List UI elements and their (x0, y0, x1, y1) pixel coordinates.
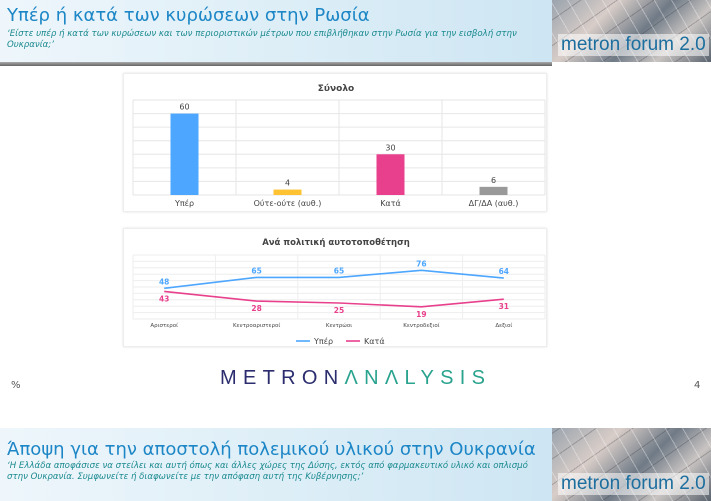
bar-2 (376, 154, 405, 195)
data-label: 31 (499, 302, 509, 311)
logo-text-analysis: ΛNΛLYSIS (344, 367, 492, 389)
slide-title: Υπέρ ή κατά των κυρώσεων στην Ρωσία (7, 5, 370, 26)
data-label: 43 (159, 294, 169, 303)
data-label: 65 (334, 266, 344, 275)
page-number: 4 (694, 380, 701, 391)
banner-brand: metron forum 2.0 (558, 34, 709, 56)
next-slide-title: Άποψη για την αποστολή πολεμικού υλικού … (7, 439, 536, 460)
metron-analysis-logo: METRONΛNΛLYSIS (220, 367, 491, 390)
slide-question: ‘Είστε υπέρ ή κατά των κυρώσεων και των … (7, 29, 517, 50)
metron-forum-banner-image: metron forum 2.0 (552, 428, 711, 501)
data-label: 60 (179, 103, 189, 112)
next-slide-header: Άποψη για την αποστολή πολεμικού υλικού … (0, 428, 711, 501)
data-label: 25 (334, 306, 344, 315)
bar-0 (170, 113, 199, 195)
bar-3 (479, 186, 508, 195)
category-label: Κεντροαριστεροί (233, 322, 280, 329)
data-label: 30 (385, 143, 395, 152)
chart-title: Σύνολο (318, 84, 354, 94)
data-label: 65 (251, 266, 261, 275)
banner-brand: metron forum 2.0 (558, 473, 709, 495)
data-label: 64 (499, 267, 509, 276)
slide-header: Υπέρ ή κατά των κυρώσεων στην Ρωσία ‘Είσ… (0, 0, 711, 62)
category-label: Κατά (380, 199, 401, 208)
category-label: Ούτε-ούτε (αυθ.) (254, 198, 322, 208)
chart-title: Ανά πολιτική αυτοτοποθέτηση (262, 237, 410, 248)
bar-chart-panel: Σύνολο 60 Υπέρ 4 Ούτε-ούτε (αυθ.) 30 Κατά 6 ΔΓ/Δ… (123, 73, 547, 212)
bar-1 (273, 189, 302, 195)
series-line-Κατά (164, 290, 504, 308)
data-label: 48 (159, 277, 169, 286)
metron-forum-banner-image: metron forum 2.0 (552, 0, 711, 62)
category-label: Δεξιοί (495, 322, 512, 329)
data-label: 76 (416, 259, 426, 268)
line-chart: Ανά πολιτική αυτοτοποθέτηση Αριστεροί Κεντ… (132, 237, 546, 346)
data-label: 4 (285, 179, 290, 188)
header-divider (0, 62, 552, 66)
bar-chart: Σύνολο 60 Υπέρ 4 Ούτε-ούτε (αυθ.) 30 Κατά 6 ΔΓ/Δ… (132, 84, 546, 208)
category-label: Υπέρ (174, 198, 194, 208)
category-label: ΔΓ/ΔΑ (αυθ.) (469, 199, 519, 208)
legend-label: Υπέρ (313, 336, 333, 346)
category-label: Αριστεροί (150, 322, 178, 329)
data-label: 28 (251, 304, 261, 313)
series-line-Υπέρ (164, 269, 504, 290)
line-chart-panel: Ανά πολιτική αυτοτοποθέτηση Αριστεροί Κεντ… (123, 228, 547, 347)
next-slide-question: ‘Η Ελλάδα αποφάσισε να στείλει και αυτή … (7, 461, 528, 482)
data-label: 19 (416, 310, 426, 319)
unit-label: % (11, 380, 21, 391)
data-label: 6 (491, 176, 496, 185)
category-label: Κεντρώοι (326, 322, 352, 329)
legend-label: Κατά (364, 337, 385, 346)
logo-text-metron: METRON (220, 367, 345, 389)
category-label: Κεντροδεξιοί (403, 322, 439, 329)
